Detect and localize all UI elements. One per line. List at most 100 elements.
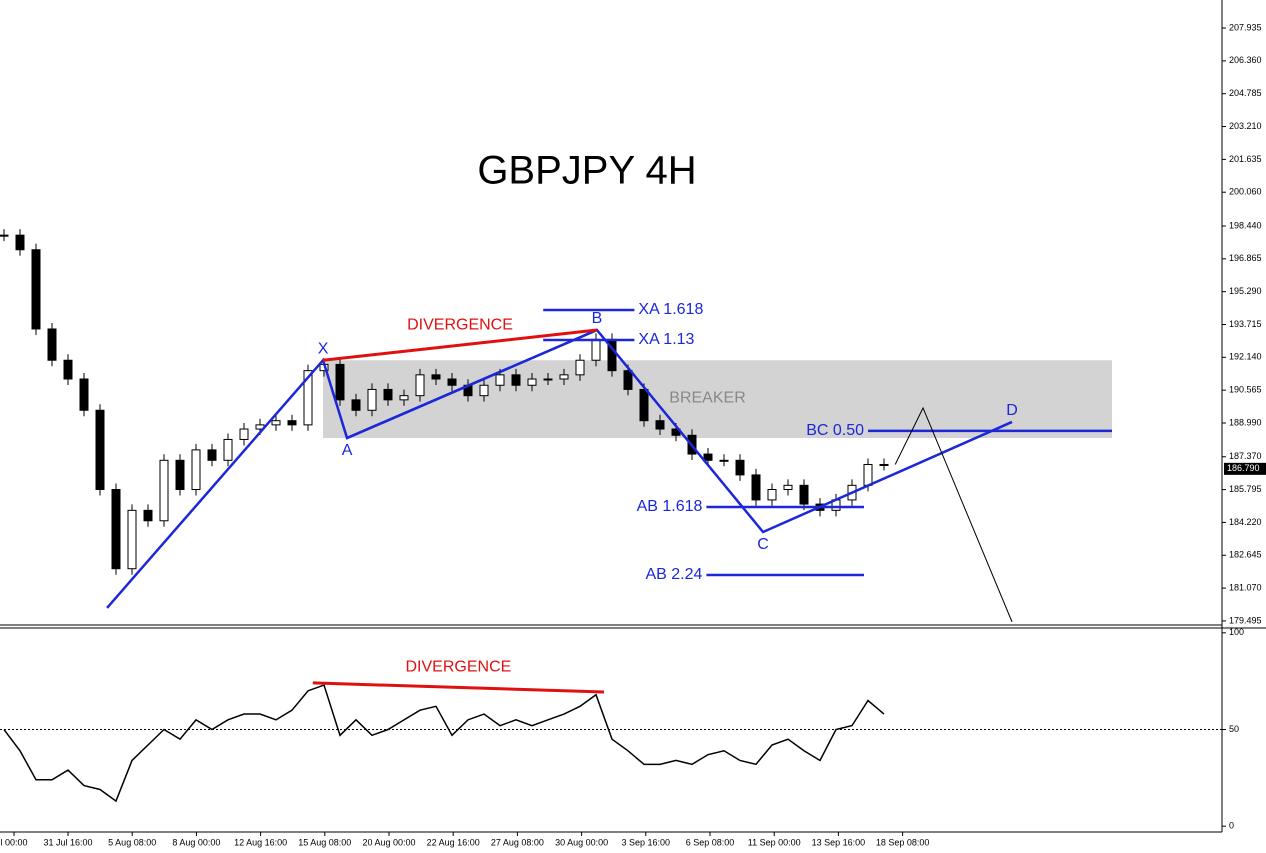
y-tick-label: 204.785	[1229, 88, 1262, 98]
level-label: XA 1.618	[638, 301, 703, 318]
x-tick-label: 12 Aug 16:00	[234, 837, 287, 847]
y-tick-label: 193.715	[1229, 319, 1262, 329]
candle	[639, 388, 649, 422]
candle	[879, 463, 889, 466]
x-tick-label: 3 Sep 16:00	[622, 837, 671, 847]
pattern-point-label: D	[1006, 402, 1018, 419]
candle	[31, 249, 41, 330]
candle	[303, 370, 313, 426]
pattern-point-label: X	[318, 340, 329, 357]
candle	[383, 388, 393, 401]
y-tick-label: 203.210	[1229, 121, 1262, 131]
level-label: BC 0.50	[806, 422, 864, 439]
x-tick-label: 20 Aug 00:00	[362, 837, 415, 847]
candle	[431, 374, 441, 380]
candle	[735, 459, 745, 476]
candle	[239, 428, 249, 440]
candle	[335, 363, 345, 401]
chart-title: GBPJPY 4H	[477, 149, 696, 193]
pattern-point-label: A	[342, 442, 353, 459]
pattern-point-label: B	[592, 310, 603, 327]
last-price-label: 186.790	[1227, 463, 1260, 473]
x-tick-label: 18 Sep 08:00	[876, 837, 930, 847]
candle	[143, 509, 153, 522]
y-tick-label: 200.060	[1229, 187, 1262, 197]
candle	[367, 388, 377, 411]
candle	[623, 370, 633, 390]
candle	[655, 420, 665, 430]
y-tick-label: 207.935	[1229, 22, 1262, 32]
candle	[191, 449, 201, 490]
divergence-line	[322, 328, 598, 362]
y-tick-label: 206.360	[1229, 55, 1262, 65]
candle	[767, 488, 777, 501]
y-tick-label: 198.440	[1229, 220, 1262, 230]
level-label: XA 1.13	[638, 331, 694, 348]
y-tick-label: 190.565	[1229, 385, 1262, 395]
candle	[207, 449, 217, 461]
y-tick-label: 0	[1229, 821, 1234, 831]
breaker-zone	[323, 360, 1112, 439]
divergence-line	[312, 681, 605, 694]
y-tick-label: 196.865	[1229, 253, 1262, 263]
x-tick-label: 13 Sep 16:00	[812, 837, 866, 847]
zone-label: BREAKER	[669, 389, 745, 406]
y-tick-label: 179.495	[1229, 615, 1262, 625]
x-tick-label: 6 Sep 08:00	[686, 837, 735, 847]
y-tick-label: 184.220	[1229, 517, 1262, 527]
x-tick-label: 31 Jul 16:00	[43, 837, 92, 847]
x-tick-label: 27 Aug 08:00	[491, 837, 544, 847]
candle	[287, 420, 297, 426]
y-tick-label: 50	[1229, 724, 1239, 734]
x-tick-label: 11 Sep 00:00	[748, 837, 801, 847]
y-tick-label: 187.370	[1229, 451, 1262, 461]
x-tick-label: 30 Aug 00:00	[555, 837, 608, 847]
candle	[447, 378, 457, 386]
candle	[751, 474, 761, 501]
divergence-label: DIVERGENCE	[406, 659, 512, 676]
candle	[127, 509, 137, 570]
projection-line	[894, 406, 1013, 623]
candle	[511, 374, 521, 386]
x-tick-label: l 00:00	[0, 837, 27, 847]
candle	[863, 463, 873, 486]
candle	[223, 438, 233, 461]
y-tick-label: 182.645	[1229, 550, 1262, 560]
candle	[63, 359, 73, 380]
y-tick-label: 185.795	[1229, 484, 1262, 494]
y-tick-label: 188.990	[1229, 417, 1262, 427]
candle	[79, 378, 89, 411]
y-tick-label: 201.635	[1229, 154, 1262, 164]
candle	[95, 409, 105, 490]
candle	[591, 338, 601, 361]
pattern-line	[346, 328, 598, 440]
level-label: AB 1.618	[637, 498, 703, 515]
candle	[159, 459, 169, 522]
candle	[0, 234, 9, 237]
candle	[495, 374, 505, 386]
y-tick-label: 195.290	[1229, 286, 1262, 296]
candle	[703, 453, 713, 461]
candle	[399, 395, 409, 401]
candle	[799, 484, 809, 505]
y-tick-label: 192.140	[1229, 352, 1262, 362]
candle	[559, 374, 569, 380]
pattern-point-label: C	[757, 536, 769, 553]
candle	[175, 459, 185, 490]
rsi-line	[3, 684, 885, 803]
candle	[783, 484, 793, 490]
y-tick-label: 181.070	[1229, 582, 1262, 592]
candle	[111, 488, 121, 570]
candle	[527, 378, 537, 386]
candle	[719, 459, 729, 462]
last-price-box	[1224, 462, 1266, 475]
candle	[575, 359, 585, 376]
x-tick-label: 15 Aug 08:00	[298, 837, 351, 847]
x-tick-label: 5 Aug 08:00	[108, 837, 156, 847]
candle	[415, 374, 425, 397]
divergence-label: DIVERGENCE	[407, 316, 513, 333]
candle	[543, 378, 553, 381]
candle	[47, 328, 57, 361]
candle	[479, 384, 489, 397]
